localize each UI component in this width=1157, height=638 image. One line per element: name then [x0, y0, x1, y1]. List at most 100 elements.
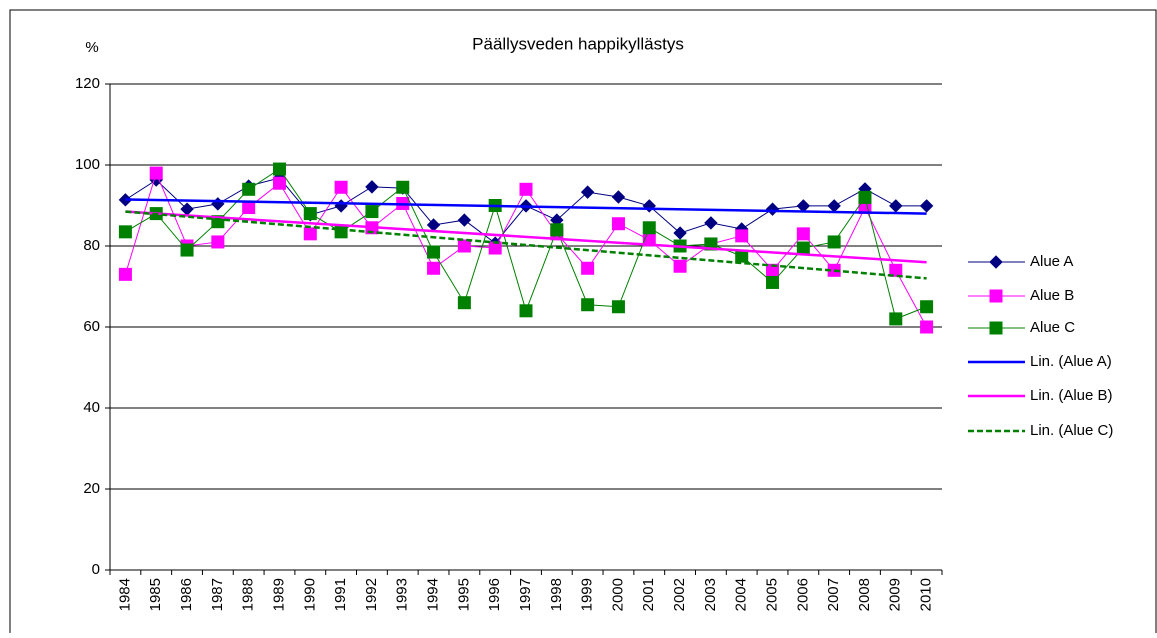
marker [180, 243, 194, 257]
marker [989, 321, 1003, 335]
marker [989, 255, 1003, 269]
marker [889, 312, 903, 326]
x-tick-label: 1997 [517, 578, 534, 611]
marker [334, 199, 348, 213]
x-tick-label: 1992 [363, 578, 380, 611]
x-tick-label: 2007 [825, 578, 842, 611]
x-tick-label: 1988 [240, 578, 257, 611]
marker [611, 217, 625, 231]
marker [735, 229, 749, 243]
trendline [125, 198, 927, 215]
x-tick-label: 2001 [640, 578, 657, 611]
marker [989, 289, 1003, 303]
y-axis-label: % [85, 39, 98, 56]
marker [920, 320, 934, 334]
marker [796, 241, 810, 255]
marker [796, 227, 810, 241]
legend-label: Alue C [1030, 319, 1075, 336]
y-tick-label: 0 [92, 561, 100, 578]
legend-label: Lin. (Alue C) [1030, 422, 1113, 439]
marker [766, 275, 780, 289]
x-tick-label: 1990 [301, 578, 318, 611]
y-tick-label: 20 [83, 480, 100, 497]
x-tick-label: 1986 [178, 578, 195, 611]
marker [242, 201, 256, 215]
x-tick-label: 1995 [455, 578, 472, 611]
legend-label: Lin. (Alue A) [1030, 353, 1112, 370]
y-tick-label: 80 [83, 237, 100, 254]
marker [365, 180, 379, 194]
x-tick-label: 1999 [579, 578, 596, 611]
y-tick-label: 40 [83, 399, 100, 416]
x-tick-label: 2003 [702, 578, 719, 611]
x-tick-label: 1993 [394, 578, 411, 611]
marker [272, 176, 286, 190]
trendline [125, 210, 927, 280]
marker [858, 190, 872, 204]
marker [673, 259, 687, 273]
marker [303, 227, 317, 241]
marker [211, 235, 225, 249]
legend-label: Lin. (Alue B) [1030, 387, 1113, 404]
y-tick-label: 60 [83, 318, 100, 335]
marker [272, 162, 286, 176]
marker [457, 239, 471, 253]
x-tick-label: 2002 [671, 578, 688, 611]
chart-title: Päällysveden happikyllästys [472, 34, 684, 53]
marker [149, 166, 163, 180]
chart-border [9, 9, 1157, 638]
marker [365, 205, 379, 219]
marker [919, 199, 934, 213]
marker [889, 263, 903, 277]
x-tick-label: 2000 [609, 578, 626, 611]
marker [704, 216, 718, 230]
marker [457, 296, 471, 310]
marker [611, 190, 626, 204]
marker [334, 225, 348, 239]
marker [581, 261, 595, 275]
marker [488, 241, 502, 255]
y-tick-label: 120 [75, 75, 100, 92]
marker [827, 199, 841, 213]
x-tick-label: 2010 [918, 578, 935, 611]
marker [580, 185, 595, 199]
marker [611, 300, 625, 314]
x-tick-label: 1998 [548, 578, 565, 611]
marker [118, 225, 132, 239]
marker [396, 180, 410, 194]
x-tick-label: 1985 [147, 578, 164, 611]
x-tick-label: 2008 [856, 578, 873, 611]
marker [118, 267, 132, 281]
marker [427, 245, 441, 259]
marker [303, 207, 317, 221]
x-tick-label: 2004 [733, 578, 750, 611]
trendline [125, 210, 927, 264]
marker [550, 223, 564, 237]
x-tick-label: 1996 [486, 578, 503, 611]
legend-label: Alue B [1030, 287, 1074, 304]
marker [242, 182, 256, 196]
marker [920, 300, 934, 314]
marker [889, 199, 903, 213]
marker [519, 304, 533, 318]
marker [673, 226, 687, 240]
marker [211, 197, 225, 211]
marker [827, 235, 841, 249]
x-tick-label: 2006 [794, 578, 811, 611]
x-tick-label: 1984 [116, 578, 133, 611]
legend-label: Alue A [1030, 253, 1073, 270]
y-tick-label: 100 [75, 156, 100, 173]
marker [334, 180, 348, 194]
marker [581, 298, 595, 312]
x-tick-label: 2009 [887, 578, 904, 611]
marker [765, 202, 780, 216]
marker [519, 182, 533, 196]
marker [642, 221, 656, 235]
marker [704, 237, 718, 251]
marker [427, 261, 441, 275]
marker [426, 218, 441, 232]
marker [457, 213, 472, 227]
x-tick-label: 2005 [763, 578, 780, 611]
x-tick-label: 1991 [332, 578, 349, 611]
